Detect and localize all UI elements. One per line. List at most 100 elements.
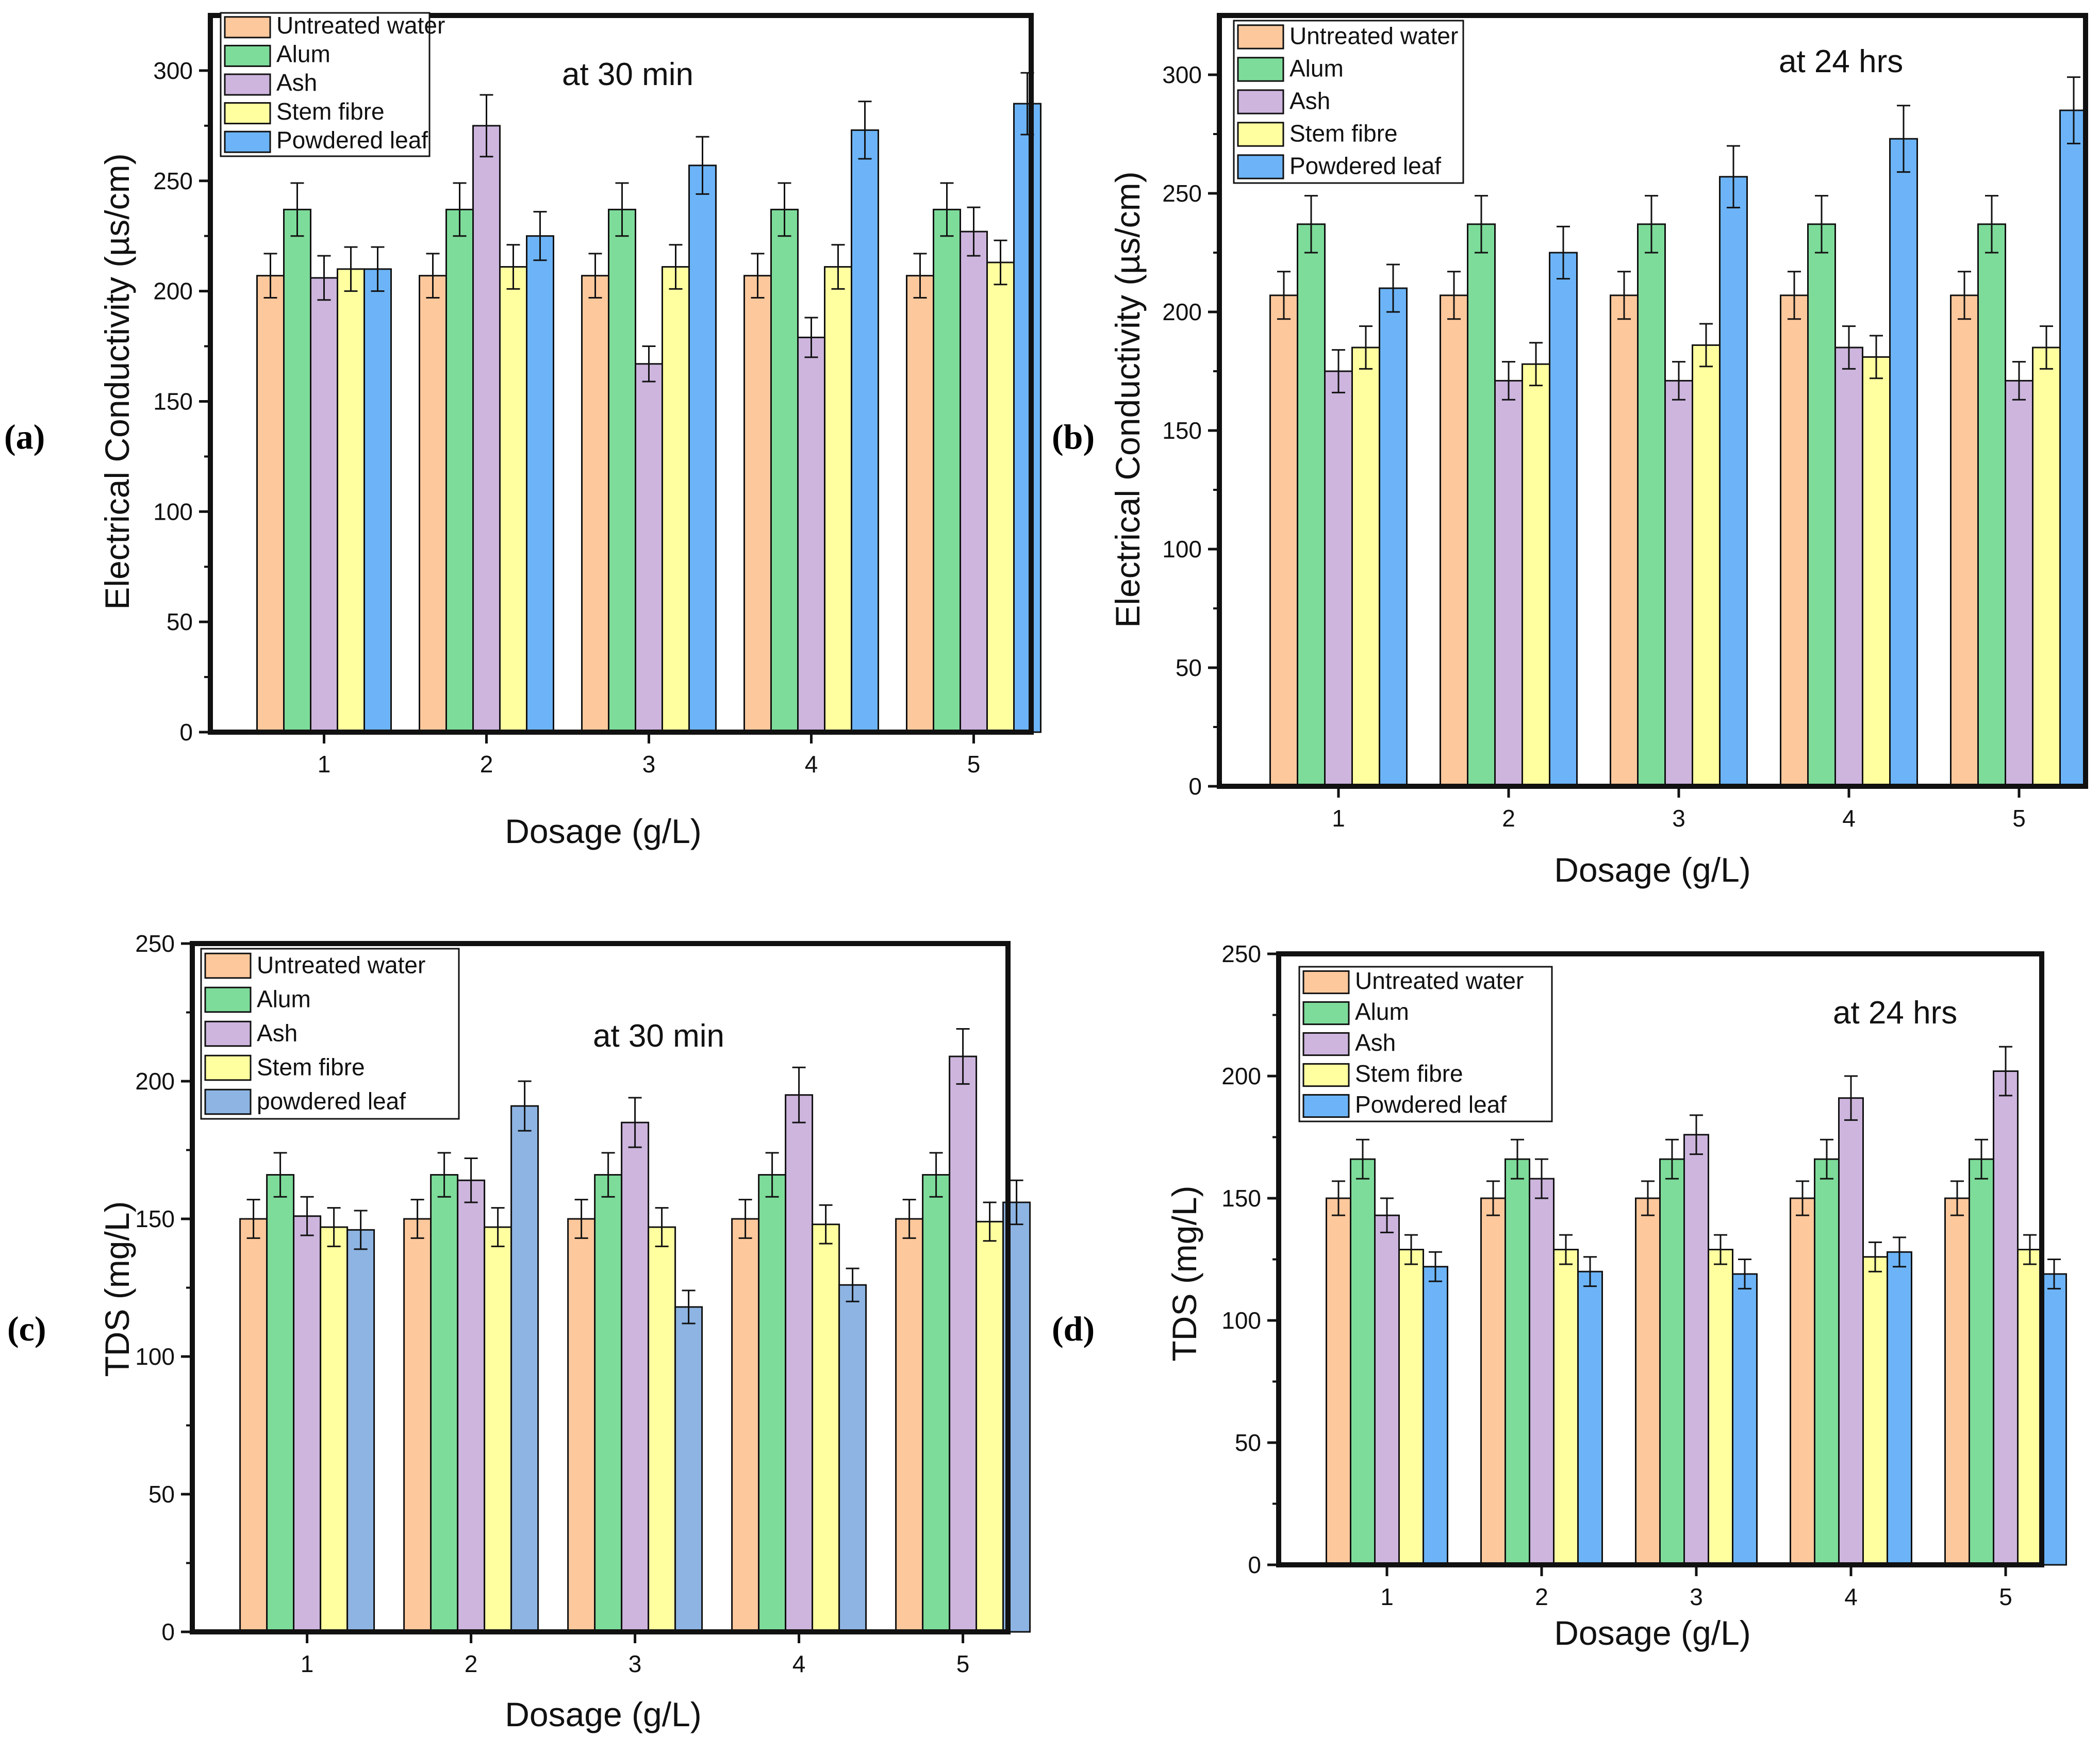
x-tick-label: 4 bbox=[1842, 805, 1856, 832]
bar bbox=[1423, 1266, 1448, 1566]
y-tick-label: 50 bbox=[167, 608, 193, 635]
bar bbox=[1683, 1134, 1709, 1566]
bar bbox=[1324, 370, 1353, 787]
legend-swatch bbox=[204, 1020, 252, 1047]
y-tick-label: 150 bbox=[153, 388, 193, 415]
bar bbox=[1269, 294, 1298, 787]
bar bbox=[445, 208, 474, 733]
x-tick-label: 4 bbox=[805, 751, 818, 778]
y-tick-label: 100 bbox=[135, 1343, 175, 1370]
bar bbox=[1610, 294, 1639, 787]
y-tick-label: 150 bbox=[1162, 417, 1202, 444]
x-tick-label: 3 bbox=[1690, 1583, 1703, 1610]
bar bbox=[838, 1284, 867, 1633]
bar bbox=[1326, 1197, 1351, 1566]
bar bbox=[851, 129, 879, 733]
x-tick-label: 1 bbox=[301, 1650, 314, 1677]
bar bbox=[1398, 1249, 1424, 1566]
bar bbox=[2005, 379, 2033, 787]
y-tick-label: 250 bbox=[1162, 180, 1202, 207]
legend-entry: Ash bbox=[257, 1020, 297, 1047]
legend-swatch bbox=[1302, 1063, 1350, 1087]
y-tick-label: 0 bbox=[179, 719, 193, 746]
bar bbox=[581, 275, 609, 733]
bar bbox=[337, 268, 365, 733]
y-axis-title: TDS (mg/L) bbox=[1165, 1185, 1203, 1361]
bar bbox=[419, 275, 447, 733]
legend-entry: Ash bbox=[1355, 1029, 1396, 1056]
bar bbox=[310, 277, 338, 733]
bar bbox=[758, 1174, 787, 1633]
bar bbox=[922, 1174, 951, 1633]
legend-entry: powdered leaf bbox=[257, 1088, 406, 1115]
legend-entry: Stem fibre bbox=[276, 98, 385, 125]
y-tick-label: 100 bbox=[153, 498, 193, 525]
legend-entry: Ash bbox=[276, 69, 317, 96]
y-tick-label: 250 bbox=[153, 168, 193, 194]
bar bbox=[1692, 344, 1721, 787]
legend-entry: Stem fibre bbox=[1289, 120, 1398, 146]
y-axis-title: TDS (mg/L) bbox=[98, 1201, 136, 1377]
chart-annotation: at 30 min bbox=[562, 57, 693, 92]
bar bbox=[812, 1224, 840, 1633]
x-tick-label: 2 bbox=[465, 1650, 478, 1677]
y-tick-label: 250 bbox=[1221, 940, 1261, 967]
bar bbox=[320, 1226, 349, 1633]
y-tick-label: 50 bbox=[1176, 654, 1202, 681]
bar bbox=[1708, 1249, 1733, 1566]
bar bbox=[986, 261, 1015, 733]
bar bbox=[567, 1218, 596, 1633]
legend-entry: Ash bbox=[1289, 87, 1330, 114]
legend-swatch bbox=[1302, 970, 1350, 995]
bar bbox=[743, 275, 772, 733]
bar bbox=[363, 268, 392, 733]
y-tick-label: 50 bbox=[148, 1481, 175, 1508]
x-axis-title: Dosage (g/L) bbox=[505, 1695, 702, 1733]
bar bbox=[960, 230, 988, 733]
bar bbox=[1862, 356, 1891, 787]
bar bbox=[1664, 379, 1693, 787]
bar bbox=[457, 1179, 486, 1633]
chart-annotation: at 24 hrs bbox=[1833, 995, 1957, 1031]
bar bbox=[1374, 1214, 1400, 1566]
bar bbox=[346, 1229, 375, 1633]
y-tick-label: 250 bbox=[135, 930, 175, 957]
legend-entry: Untreated water bbox=[1355, 967, 1524, 994]
x-tick-label: 1 bbox=[1332, 805, 1345, 832]
legend-swatch bbox=[224, 44, 271, 67]
y-tick-label: 150 bbox=[1221, 1185, 1261, 1212]
y-tick-label: 200 bbox=[135, 1068, 175, 1095]
x-tick-label: 3 bbox=[642, 751, 656, 778]
bar bbox=[2017, 1249, 2043, 1566]
legend-entry: Untreated water bbox=[1289, 22, 1458, 49]
bar bbox=[1732, 1273, 1758, 1566]
bar bbox=[674, 1306, 703, 1633]
bar bbox=[1553, 1249, 1579, 1566]
x-tick-label: 5 bbox=[2012, 805, 2026, 832]
legend-entry: Powdered leaf bbox=[1355, 1091, 1507, 1118]
plot-frame bbox=[190, 941, 1011, 1634]
legend-entry: Alum bbox=[257, 986, 311, 1013]
bar bbox=[1013, 103, 1041, 733]
y-tick-label: 200 bbox=[1162, 299, 1202, 325]
y-tick-label: 300 bbox=[153, 57, 193, 84]
legend-swatch bbox=[1302, 1001, 1350, 1026]
bar bbox=[1504, 1158, 1530, 1566]
bar bbox=[472, 125, 501, 733]
legend-swatch bbox=[204, 986, 252, 1013]
bar bbox=[906, 275, 934, 733]
bar bbox=[484, 1226, 512, 1633]
bar bbox=[1637, 223, 1666, 787]
bar bbox=[594, 1174, 623, 1633]
bar bbox=[1350, 1158, 1376, 1566]
bar bbox=[1529, 1178, 1555, 1566]
bar bbox=[499, 266, 527, 733]
bar bbox=[1950, 294, 1979, 787]
bar bbox=[239, 1218, 268, 1633]
y-tick-label: 0 bbox=[161, 1618, 175, 1645]
x-tick-label: 2 bbox=[480, 751, 493, 778]
